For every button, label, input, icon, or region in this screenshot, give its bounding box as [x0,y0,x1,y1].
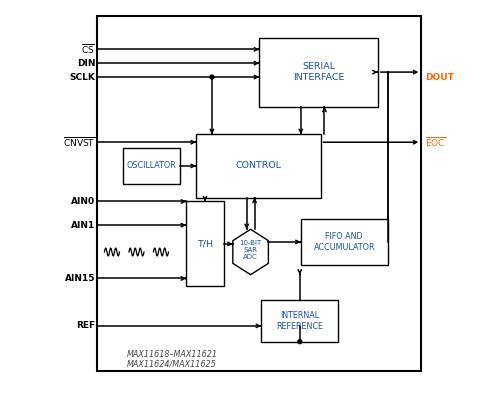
Text: AIN0: AIN0 [71,197,95,206]
Text: SERIAL
INTERFACE: SERIAL INTERFACE [293,62,344,82]
Bar [97,16,421,371]
Text: CONTROL: CONTROL [235,162,281,170]
Text: DIN: DIN [77,59,95,68]
Bar [301,219,388,265]
Text: AIN15: AIN15 [65,274,95,283]
Text: $\overline{\rm CNVST}$: $\overline{\rm CNVST}$ [63,135,95,149]
Bar [123,148,180,184]
Text: REF: REF [76,322,95,330]
Text: FIFO AND
ACCUMULATOR: FIFO AND ACCUMULATOR [314,232,375,252]
Text: INTERNAL
REFERENCE: INTERNAL REFERENCE [276,311,323,331]
Text: SCLK: SCLK [70,73,95,81]
Text: OSCILLATOR: OSCILLATOR [127,162,177,170]
Text: DOUT: DOUT [425,73,454,81]
Text: MAX11618–MAX11621
MAX11624/MAX11625: MAX11618–MAX11621 MAX11624/MAX11625 [127,350,218,369]
Bar [186,201,224,286]
Circle shape [210,75,214,79]
Circle shape [298,340,302,344]
Text: $\overline{\rm EOC}$: $\overline{\rm EOC}$ [425,135,446,149]
Text: 10-BIT
SAR
ADC: 10-BIT SAR ADC [240,240,262,260]
Bar [261,300,338,342]
Text: AIN1: AIN1 [71,221,95,229]
Bar [196,134,320,198]
Polygon shape [233,229,268,275]
Text: $\overline{\rm CS}$: $\overline{\rm CS}$ [81,42,95,56]
Bar [259,38,378,107]
Text: T/H: T/H [197,239,213,248]
